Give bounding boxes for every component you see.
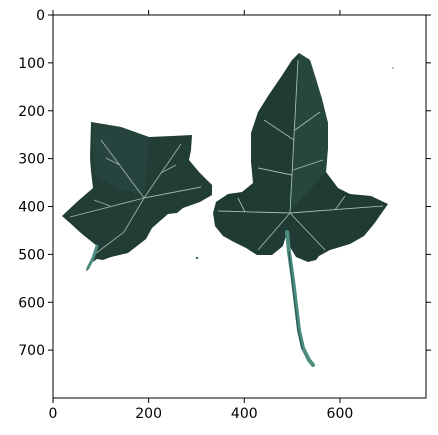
left-leaf-veins <box>69 139 202 255</box>
x-tick-label: 200 <box>135 406 162 422</box>
y-tick-label: 600 <box>18 295 45 311</box>
left-leaf-lobe-shade <box>91 122 149 195</box>
x-tick-label: 0 <box>49 406 58 422</box>
axis-ticks: 0 200 400 600 0 100 200 300 400 500 600 700 <box>18 8 431 422</box>
y-tick-label: 400 <box>18 200 45 216</box>
right-leaf-veins <box>217 59 384 251</box>
y-tick-label: 200 <box>18 104 45 120</box>
right-leaf-shade <box>290 53 328 211</box>
speck <box>195 256 199 260</box>
x-tick-label: 600 <box>327 406 354 422</box>
y-tick-label: 500 <box>18 247 45 263</box>
y-tick-label: 300 <box>18 152 45 168</box>
y-tick-label: 100 <box>18 56 45 72</box>
left-ivy-leaf <box>62 122 212 271</box>
left-leaf-stem <box>86 244 99 270</box>
image-content <box>62 53 394 367</box>
right-leaf-stem-shadow <box>288 251 303 350</box>
speck <box>392 67 394 69</box>
x-tick-label: 400 <box>231 406 258 422</box>
right-ivy-leaf <box>213 53 388 367</box>
y-tick-label: 700 <box>18 343 45 359</box>
y-tick-label: 0 <box>36 8 45 24</box>
